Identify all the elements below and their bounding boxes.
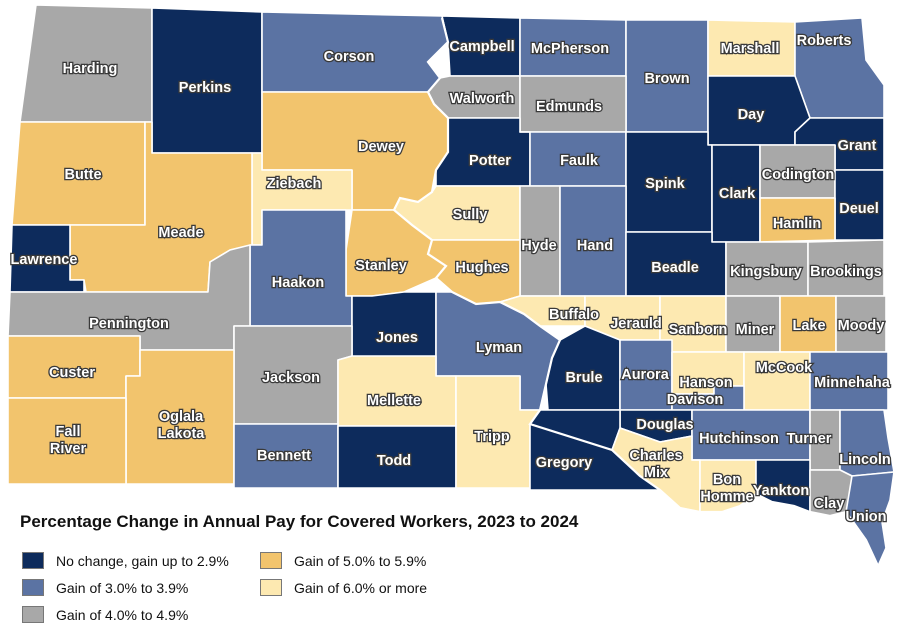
county-label-moody: Moody (838, 318, 885, 334)
county-label-mcpherson: McPherson (531, 41, 609, 57)
legend: No change, gain up to 2.9% Gain of 3.0% … (22, 552, 542, 628)
county-label-edmunds: Edmunds (536, 99, 602, 115)
county-label-lake: Lake (792, 318, 825, 334)
legend-item-c5: Gain of 6.0% or more (260, 579, 427, 596)
legend-title: Percentage Change in Annual Pay for Cove… (20, 512, 579, 531)
county-label-hughes: Hughes (455, 260, 508, 276)
county-label-hyde: Hyde (521, 238, 556, 254)
county-label-clay: Clay (814, 496, 845, 512)
legend-item-c4: Gain of 5.0% to 5.9% (260, 552, 426, 569)
county-label-roberts: Roberts (797, 33, 852, 49)
county-label-davison: Davison (667, 392, 723, 408)
legend-label-c4: Gain of 5.0% to 5.9% (294, 552, 427, 569)
legend-item-c1: No change, gain up to 2.9% (22, 552, 229, 569)
county-label-lyman: Lyman (476, 340, 522, 356)
county-label-hutchinson: Hutchinson (699, 431, 779, 447)
county-label-corson: Corson (324, 49, 375, 65)
county-label-mccook: McCook (756, 360, 813, 376)
county-label-oglala-lakota: Oglala Lakota (158, 409, 206, 442)
county-label-harding: Harding (63, 61, 118, 77)
legend-swatch-c1 (22, 552, 44, 569)
county-label-meade: Meade (158, 225, 203, 241)
county-label-brookings: Brookings (810, 264, 882, 280)
county-label-butte: Butte (64, 167, 101, 183)
county-label-custer: Custer (49, 365, 95, 381)
county-label-jackson: Jackson (262, 370, 320, 386)
legend-swatch-c2 (22, 579, 44, 596)
county-label-hanson: Hanson (679, 375, 732, 391)
county-label-ziebach: Ziebach (267, 176, 322, 192)
legend-swatch-c4 (260, 552, 282, 569)
county-label-union: Union (845, 509, 886, 525)
county-label-bon-homme: Bon Homme (700, 472, 753, 505)
county-label-sully: Sully (453, 207, 488, 223)
county-minnehaha (809, 351, 889, 411)
legend-label-c1: No change, gain up to 2.9% (56, 552, 229, 569)
county-label-brule: Brule (565, 370, 602, 386)
county-label-hamlin: Hamlin (773, 216, 821, 232)
legend-item-c3: Gain of 4.0% to 4.9% (22, 606, 188, 623)
county-label-miner: Miner (736, 322, 775, 338)
legend-label-c3: Gain of 4.0% to 4.9% (56, 606, 189, 623)
county-label-bennett: Bennett (257, 448, 311, 464)
county-label-walworth: Walworth (450, 91, 515, 107)
county-label-lawrence: Lawrence (11, 252, 78, 268)
county-label-dewey: Dewey (358, 139, 404, 155)
legend-label-c2: Gain of 3.0% to 3.9% (56, 579, 189, 596)
county-label-codington: Codington (762, 167, 834, 183)
county-label-sanborn: Sanborn (669, 322, 728, 338)
county-label-fall-river: Fall River (50, 424, 87, 457)
county-label-minnehaha: Minnehaha (814, 375, 891, 391)
county-label-campbell: Campbell (449, 39, 514, 55)
missouri-river-line (392, 17, 879, 567)
county-label-spink: Spink (645, 176, 685, 192)
county-label-haakon: Haakon (272, 275, 324, 291)
county-label-jerauld: Jerauld (610, 316, 662, 332)
county-label-perkins: Perkins (179, 80, 231, 96)
legend-swatch-c3 (22, 606, 44, 623)
county-label-faulk: Faulk (560, 153, 599, 169)
county-label-grant: Grant (838, 138, 877, 154)
county-label-lincoln: Lincoln (839, 452, 891, 468)
county-label-brown: Brown (644, 71, 689, 87)
county-label-pennington: Pennington (89, 316, 169, 332)
county-label-potter: Potter (469, 153, 511, 169)
county-label-aurora: Aurora (621, 367, 669, 383)
county-label-mellette: Mellette (367, 393, 421, 409)
county-fall-river (7, 397, 127, 485)
county-label-yankton: Yankton (753, 483, 809, 499)
county-label-tripp: Tripp (474, 429, 510, 445)
county-label-buffalo: Buffalo (549, 307, 599, 323)
county-label-clark: Clark (719, 186, 756, 202)
legend-swatch-c5 (260, 579, 282, 596)
county-haakon (249, 209, 353, 327)
county-label-gregory: Gregory (536, 455, 592, 471)
county-label-stanley: Stanley (355, 258, 407, 274)
county-label-turner: Turner (787, 431, 832, 447)
county-label-charles-mix: Charles Mix (629, 448, 682, 481)
legend-item-c2: Gain of 3.0% to 3.9% (22, 579, 188, 596)
county-label-deuel: Deuel (839, 201, 879, 217)
county-label-kingsbury: Kingsbury (730, 264, 802, 280)
legend-label-c5: Gain of 6.0% or more (294, 579, 428, 596)
county-label-jones: Jones (376, 330, 418, 346)
county-hamlin (759, 197, 836, 243)
county-label-day: Day (738, 107, 765, 123)
county-label-douglas: Douglas (636, 417, 693, 433)
county-label-todd: Todd (377, 453, 411, 469)
county-label-hand: Hand (577, 238, 613, 254)
county-label-beadle: Beadle (651, 260, 699, 276)
county-label-marshall: Marshall (721, 41, 780, 57)
